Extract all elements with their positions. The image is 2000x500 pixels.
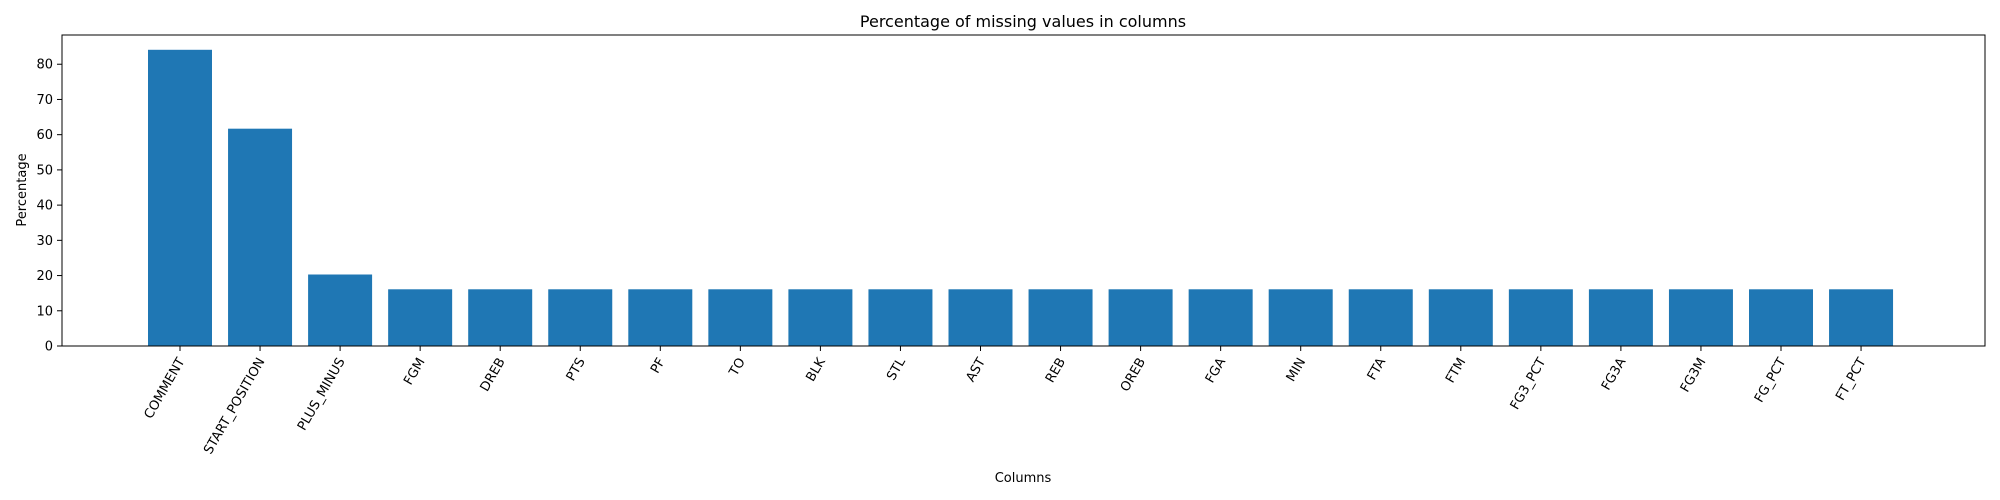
x-tick-label: OREB <box>1118 356 1149 395</box>
x-tick-label: AST <box>963 355 989 384</box>
y-axis-ticks: 0 10 20 30 40 50 60 70 80 <box>36 58 62 355</box>
x-tick-label: FG3A <box>1599 355 1629 393</box>
bar-ft-pct <box>1829 289 1894 346</box>
y-tick-label: 40 <box>36 199 53 214</box>
x-tick-label: FTM <box>1443 356 1469 386</box>
bar-stl <box>868 289 933 346</box>
bar-fgm <box>388 289 453 346</box>
bar-fga <box>1188 289 1253 346</box>
bar-start-position <box>228 128 293 346</box>
x-tick-label: REB <box>1043 356 1069 386</box>
chart-title: Percentage of missing values in columns <box>860 12 1186 31</box>
x-tick-label: FGA <box>1203 355 1229 385</box>
bar-pts <box>548 289 613 346</box>
y-axis-title: Percentage <box>15 153 30 226</box>
y-tick-label: 60 <box>36 128 53 143</box>
x-tick-label: DREB <box>478 356 509 395</box>
x-axis-ticks: COMMENT START_POSITION PLUS_MINUS FGM DREB PT… <box>142 346 1870 457</box>
x-tick-label: FTA <box>1365 355 1390 383</box>
y-tick-label: 50 <box>36 163 53 178</box>
y-tick-label: 70 <box>36 93 53 108</box>
bar-plus-minus <box>308 274 373 346</box>
x-tick-label: FG3_PCT <box>1508 355 1550 412</box>
bar-min <box>1268 289 1333 346</box>
bar-reb <box>1028 289 1093 346</box>
bar-fta <box>1348 289 1413 346</box>
bar-to <box>708 289 773 346</box>
x-tick-label: FT_PCT <box>1833 355 1869 403</box>
bar-fg3-pct <box>1508 289 1573 346</box>
y-tick-label: 80 <box>36 58 53 73</box>
y-tick-label: 20 <box>36 269 53 284</box>
x-tick-label: PTS <box>564 356 589 384</box>
x-tick-label: COMMENT <box>142 355 189 421</box>
x-tick-label: STL <box>884 355 909 383</box>
bar-dreb <box>468 289 533 346</box>
x-tick-label: START_POSITION <box>201 356 268 457</box>
x-tick-label: FG_PCT <box>1752 355 1789 405</box>
bar-oreb <box>1108 289 1173 346</box>
x-tick-label: FGM <box>401 356 428 388</box>
x-tick-label: FG3M <box>1678 356 1710 396</box>
y-tick-label: 30 <box>36 234 53 249</box>
plot-area-frame <box>61 34 1986 347</box>
bar-pf <box>628 289 693 346</box>
x-tick-label: MIN <box>1284 356 1309 385</box>
bar-fg3a <box>1588 289 1653 346</box>
bar-comment <box>148 49 212 346</box>
x-tick-label: BLK <box>804 355 830 384</box>
bar-blk <box>788 289 853 346</box>
bar-fg-pct <box>1749 289 1813 346</box>
x-tick-label: PF <box>648 356 669 377</box>
bar-ftm <box>1428 289 1493 346</box>
x-tick-label: TO <box>726 356 749 380</box>
bar-ast <box>948 289 1013 346</box>
x-tick-label: PLUS_MINUS <box>295 356 349 434</box>
y-tick-label: 10 <box>36 304 53 319</box>
y-tick-label: 0 <box>45 340 53 355</box>
bars-group <box>148 49 1894 346</box>
bar-fg3m <box>1668 289 1733 346</box>
x-axis-title: Columns <box>995 471 1052 486</box>
